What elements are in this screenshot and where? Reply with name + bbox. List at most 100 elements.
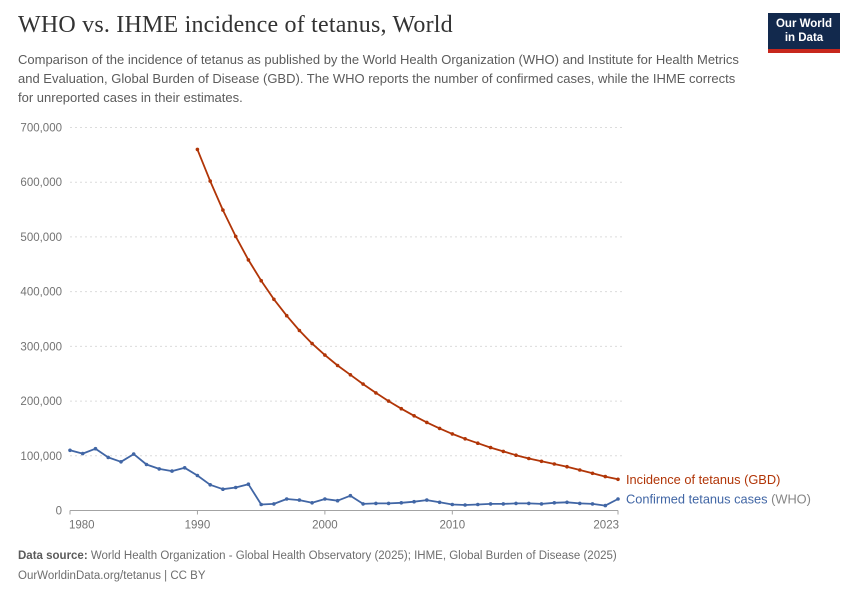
gbd-series-line	[196, 148, 619, 481]
x-tick-label: 2010	[440, 520, 466, 532]
who-series-point	[539, 502, 544, 506]
gbd-series-point	[501, 449, 506, 454]
who-series-point	[361, 502, 365, 506]
who-series-point	[565, 500, 569, 505]
y-tick-label: 300,000	[20, 341, 62, 353]
y-tick-label: 0	[56, 506, 62, 518]
who-series-point	[527, 501, 531, 506]
gbd-series-point	[476, 441, 480, 446]
who-series-point	[425, 498, 429, 502]
gbd-series-point	[195, 147, 200, 152]
gbd-series-point	[603, 474, 608, 479]
who-series-point	[221, 487, 225, 492]
y-tick-label: 600,000	[20, 177, 62, 189]
who-series-point	[259, 502, 264, 507]
gbd-series-point	[539, 459, 544, 464]
gbd-series-point	[259, 278, 264, 283]
who-series-point	[284, 497, 289, 501]
gbd-series-point	[463, 437, 467, 441]
footer-source-line: Data source: World Health Organization -…	[18, 546, 617, 566]
who-series-point	[195, 473, 200, 478]
gbd-series-point	[284, 313, 289, 318]
gbd-series-point	[616, 477, 620, 482]
who-series-point	[272, 502, 276, 506]
gbd-series-point	[335, 363, 340, 368]
data-source-text: World Health Organization - Global Healt…	[87, 550, 617, 562]
gbd-series-point	[514, 453, 518, 458]
who-series-point	[488, 502, 493, 506]
gbd-series-point	[590, 471, 595, 476]
chart-footer: Data source: World Health Organization -…	[18, 546, 617, 586]
who-series-point	[501, 502, 506, 506]
who-series-point	[106, 455, 110, 460]
who-series-point	[399, 501, 404, 505]
who-series-point	[437, 500, 442, 505]
who-series-point	[603, 503, 608, 508]
who-series-point	[463, 503, 467, 507]
data-source-label: Data source:	[18, 550, 88, 562]
x-tick-label: 2023	[593, 520, 619, 532]
y-tick-label: 500,000	[20, 232, 62, 244]
who-series-point	[170, 469, 174, 473]
who-series-point	[590, 502, 595, 506]
gbd-series-point	[246, 258, 251, 262]
who-series-point	[450, 502, 455, 507]
who-end-label: Confirmed tetanus cases (WHO)	[626, 492, 811, 507]
x-tick-label: 2000	[312, 520, 338, 532]
who-series-point	[412, 499, 416, 504]
who-series-point	[233, 485, 238, 490]
who-series-point	[323, 497, 327, 501]
who-series-point	[616, 497, 620, 501]
who-series-point	[476, 502, 480, 507]
who-series-point	[578, 501, 582, 506]
who-series-point	[131, 452, 136, 456]
page-title: WHO vs. IHME incidence of tetanus, World	[18, 12, 453, 38]
who-series-point	[310, 501, 314, 505]
gbd-series-point	[527, 456, 531, 461]
chart-subtitle: Comparison of the incidence of tetanus a…	[18, 52, 739, 106]
gbd-series-point	[386, 399, 391, 403]
gbd-series-point	[488, 445, 493, 450]
gbd-series-point	[450, 432, 455, 436]
owid-logo: Our World in Data	[768, 13, 840, 53]
x-tick-label: 1990	[185, 520, 211, 532]
gbd-series-point	[272, 297, 276, 302]
who-series-point	[157, 467, 161, 471]
who-series-point	[514, 501, 518, 506]
y-tick-label: 700,000	[20, 123, 62, 135]
gbd-series-point	[361, 382, 365, 386]
gbd-series-point	[412, 414, 416, 418]
gbd-series-point	[310, 341, 314, 346]
gbd-series-point	[297, 328, 302, 333]
gbd-series-point	[399, 406, 404, 411]
gbd-series-point	[578, 468, 582, 472]
gbd-series-point	[565, 464, 569, 469]
who-series-point	[348, 493, 353, 498]
who-series-point	[208, 483, 212, 487]
who-series-point	[552, 501, 557, 505]
gbd-series-point	[425, 420, 429, 425]
gbd-series-point	[374, 391, 378, 395]
line-chart: 0 100,000 200,000 300,000 400,000 500,000 600,…	[20, 123, 811, 532]
who-series-point	[68, 448, 72, 453]
gbd-series-point	[323, 353, 327, 357]
who-series-point	[93, 446, 98, 451]
x-tick-label: 1980	[69, 520, 95, 532]
who-series-point	[182, 466, 187, 470]
who-series-line	[69, 447, 619, 507]
who-series-point	[335, 498, 340, 503]
footer-license-line: OurWorldinData.org/tetanus | CC BY	[18, 570, 206, 583]
y-tick-label: 100,000	[20, 451, 62, 463]
owid-logo-line1: Our World	[775, 17, 832, 30]
gbd-series-point	[208, 179, 212, 183]
gbd-end-label: Incidence of tetanus (GBD)	[626, 472, 780, 487]
y-tick-label: 400,000	[20, 287, 62, 299]
who-series-point	[80, 451, 85, 456]
gbd-series-point	[233, 234, 238, 239]
gbd-series-point	[348, 373, 353, 377]
owid-logo-line2: in Data	[784, 32, 824, 44]
who-series-point	[119, 460, 123, 464]
who-series-point	[374, 501, 378, 506]
gbd-series-point	[552, 462, 557, 466]
